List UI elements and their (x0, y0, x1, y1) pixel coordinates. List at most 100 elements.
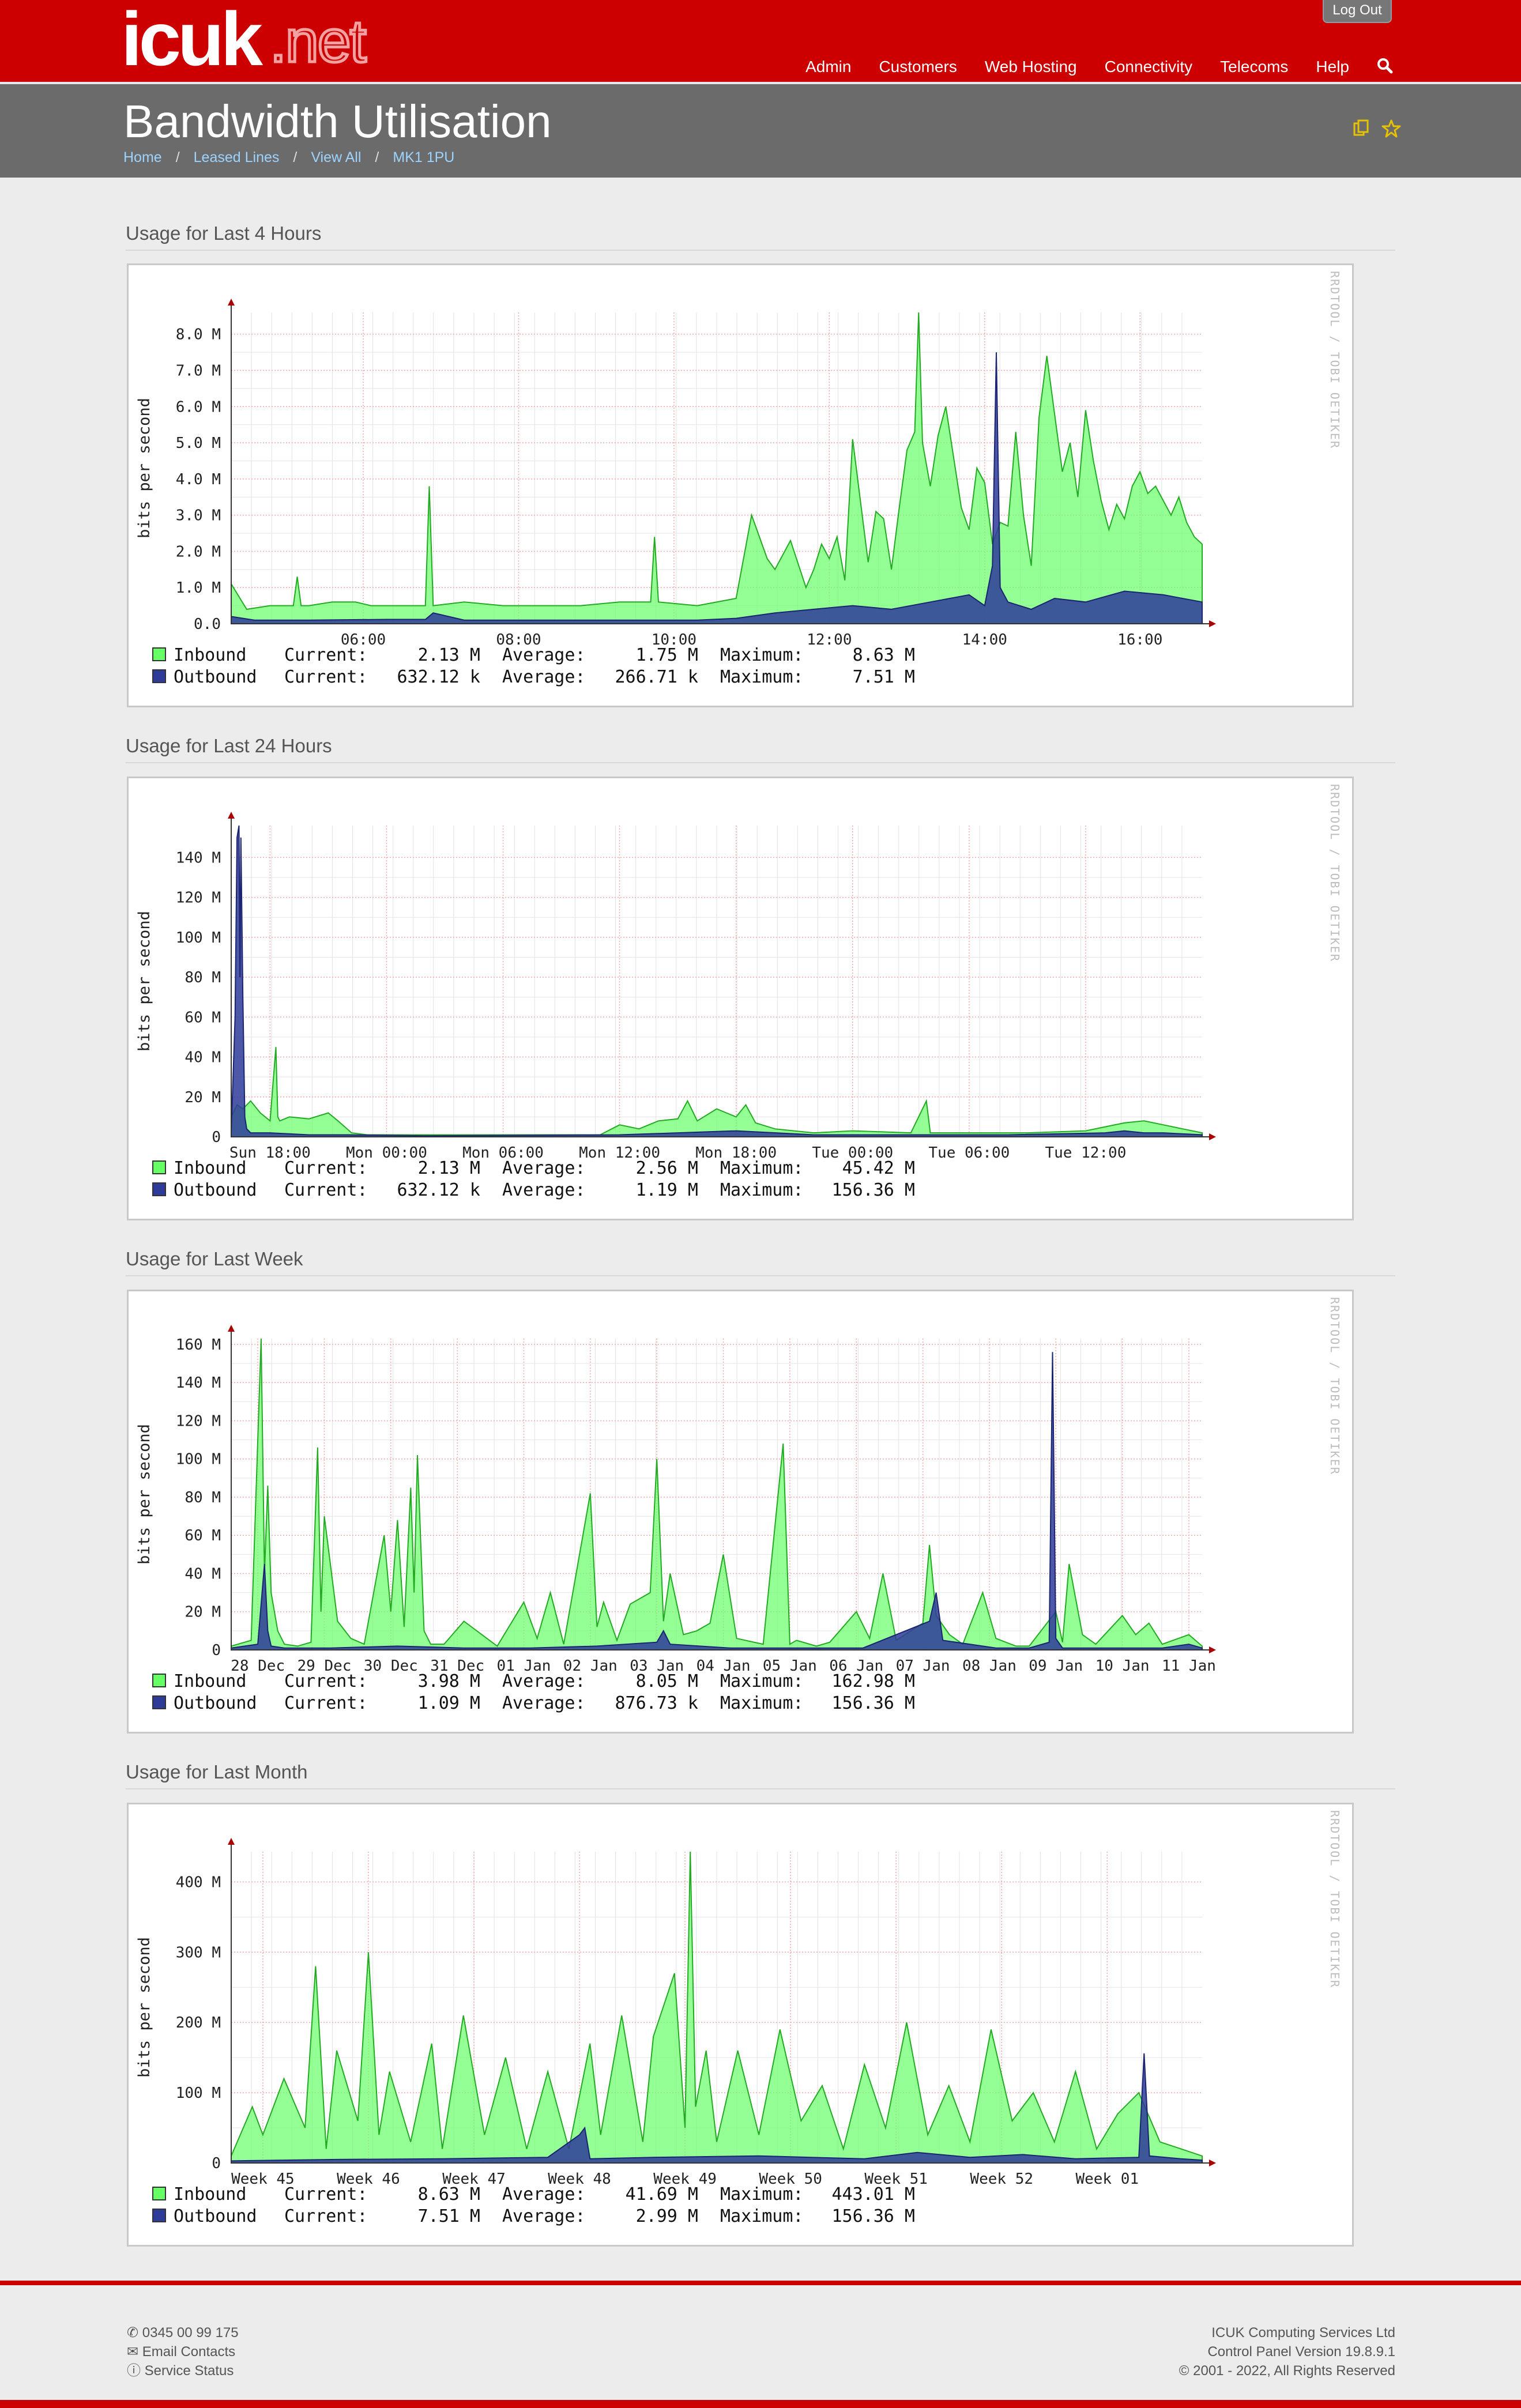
y-tick-label: 4.0 M (176, 471, 221, 488)
nav-item-web-hosting[interactable]: Web Hosting (984, 58, 1077, 76)
phone-number: 0345 00 99 175 (142, 2325, 239, 2341)
x-tick-label: 08 Jan (962, 1657, 1016, 1675)
nav-item-telecoms[interactable]: Telecoms (1220, 58, 1289, 76)
x-tick-label: 07 Jan (896, 1657, 950, 1675)
x-tick-label: Mon 06:00 (462, 1144, 544, 1162)
y-tick-label: 120 M (176, 1412, 221, 1430)
chart-panel-week: 0 20 M 40 M 60 M 80 M 100 M 120 M 140 M 160 M 28 … (127, 1290, 1354, 1734)
legend-average-label: Average: (502, 645, 586, 665)
footer-phone[interactable]: ✆ 0345 00 99 175 (127, 2323, 239, 2342)
x-tick-label: Week 49 (653, 2170, 717, 2188)
copy-icon[interactable] (1353, 119, 1370, 141)
legend-current-label: Current: (284, 2206, 368, 2226)
inbound-legend-swatch (152, 1674, 166, 1687)
nav-item-help[interactable]: Help (1316, 58, 1349, 76)
y-tick-label: 80 M (185, 969, 221, 986)
rrdtool-watermark: RRDTOOL / TOBI OETIKER (1328, 784, 1342, 962)
outbound-area (231, 2053, 1203, 2164)
x-tick-label: 06 Jan (829, 1657, 883, 1675)
legend-average-value: 266.71 k (615, 667, 699, 687)
legend-average-label: Average: (502, 2184, 586, 2204)
nav-item-connectivity[interactable]: Connectivity (1104, 58, 1193, 76)
x-tick-label: 30 Dec (364, 1657, 418, 1675)
legend-current-value: 8.63 M (418, 2184, 480, 2204)
title-actions (1353, 119, 1401, 141)
legend-maximum-label: Maximum: (720, 2206, 804, 2226)
legend-series-name: Outbound (174, 667, 257, 687)
legend-maximum-value: 45.42 M (842, 1158, 915, 1178)
x-tick-label: 04 Jan (697, 1657, 751, 1675)
breadcrumb-current[interactable]: MK1 1PU (393, 149, 455, 165)
legend-maximum-value: 162.98 M (832, 1671, 916, 1691)
inbound-legend-swatch (152, 1160, 166, 1174)
x-tick-label: Tue 12:00 (1045, 1144, 1126, 1162)
x-tick-label: 16:00 (1117, 631, 1162, 649)
nav-item-admin[interactable]: Admin (805, 58, 852, 76)
breadcrumb-home[interactable]: Home (123, 149, 162, 165)
icuk-logo[interactable]: icuk .net (121, 0, 392, 81)
footer-email[interactable]: ✉ Email Contacts (127, 2342, 239, 2361)
legend-average-label: Average: (502, 2206, 586, 2226)
section-4-hours: Usage for Last 4 Hours (126, 222, 1395, 251)
legend-current-value: 7.51 M (418, 2206, 480, 2226)
y-axis-label: bits per second (135, 1424, 153, 1565)
footer-status[interactable]: ⓘ Service Status (127, 2361, 239, 2380)
y-tick-label: 0 (212, 1642, 221, 1659)
version-text: Control Panel Version 19.8.9.1 (1207, 2344, 1395, 2360)
x-axis-arrow (1209, 620, 1216, 627)
section-month: Usage for Last Month (126, 1761, 1395, 1789)
section-week: Usage for Last Week (126, 1248, 1395, 1276)
search-icon[interactable] (1363, 56, 1393, 80)
breadcrumb: Home / Leased Lines / View All / MK1 1PU (123, 149, 454, 166)
main-nav: Admin Customers Web Hosting Connectivity… (792, 56, 1393, 80)
logout-button[interactable]: Log Out (1323, 0, 1392, 23)
chart-panel-month: 0 100 M 200 M 300 M 400 M Week 45 Week 46 Week … (127, 1803, 1354, 2247)
legend-maximum-label: Maximum: (720, 1180, 804, 1200)
legend-average-label: Average: (502, 1693, 586, 1713)
inbound-area (231, 1338, 1203, 1650)
star-icon[interactable] (1381, 119, 1401, 141)
legend-maximum-label: Maximum: (720, 1158, 804, 1178)
legend-average-label: Average: (502, 667, 586, 687)
legend-average-label: Average: (502, 1158, 586, 1178)
x-axis-arrow (1209, 1646, 1216, 1653)
x-tick-label: Week 47 (442, 2170, 506, 2188)
y-tick-label: 120 M (176, 890, 221, 907)
legend-maximum-value: 156.36 M (832, 1693, 916, 1713)
outbound-legend-swatch (152, 2209, 166, 2222)
x-tick-label: 11 Jan (1162, 1657, 1216, 1675)
legend-average-value: 8.05 M (636, 1671, 698, 1691)
x-tick-label: Mon 00:00 (346, 1144, 427, 1162)
breadcrumb-leased-lines[interactable]: Leased Lines (193, 149, 280, 165)
x-tick-label: 08:00 (496, 631, 541, 649)
breadcrumb-view-all[interactable]: View All (311, 149, 362, 165)
legend-average-value: 2.99 M (636, 2206, 698, 2226)
x-tick-label: Week 50 (759, 2170, 822, 2188)
x-tick-label: 31 Dec (430, 1657, 484, 1675)
x-axis-arrow (1209, 2160, 1216, 2166)
logo-text: icuk (121, 0, 263, 81)
legend-average-value: 876.73 k (615, 1693, 699, 1713)
y-tick-label: 5.0 M (176, 435, 221, 452)
x-tick-label: 29 Dec (298, 1657, 352, 1675)
x-axis-arrow (1209, 1133, 1216, 1140)
outbound-legend-swatch (152, 1182, 166, 1196)
y-tick-label: 20 M (185, 1089, 221, 1106)
nav-item-customers[interactable]: Customers (879, 58, 957, 76)
section-title: Usage for Last 24 Hours (126, 735, 332, 756)
legend-maximum-value: 156.36 M (832, 1180, 916, 1200)
legend-series-name: Inbound (174, 1671, 246, 1691)
x-tick-label: Week 01 (1075, 2170, 1139, 2188)
legend-series-name: Inbound (174, 645, 246, 665)
x-tick-label: 10:00 (652, 631, 697, 649)
y-tick-label: 40 M (185, 1049, 221, 1067)
section-title: Usage for Last Month (126, 1761, 308, 1783)
chart-panel-24-hours: 0 20 M 40 M 60 M 80 M 100 M 120 M 140 M Sun 18:0… (127, 777, 1354, 1220)
x-tick-label: Sun 18:00 (229, 1144, 311, 1162)
legend-series-name: Outbound (174, 1693, 257, 1713)
y-tick-label: 140 M (176, 849, 221, 866)
outbound-area (231, 352, 1203, 624)
legend-series-name: Inbound (174, 1158, 246, 1178)
y-tick-label: 60 M (185, 1009, 221, 1026)
x-tick-label: Mon 12:00 (579, 1144, 660, 1162)
